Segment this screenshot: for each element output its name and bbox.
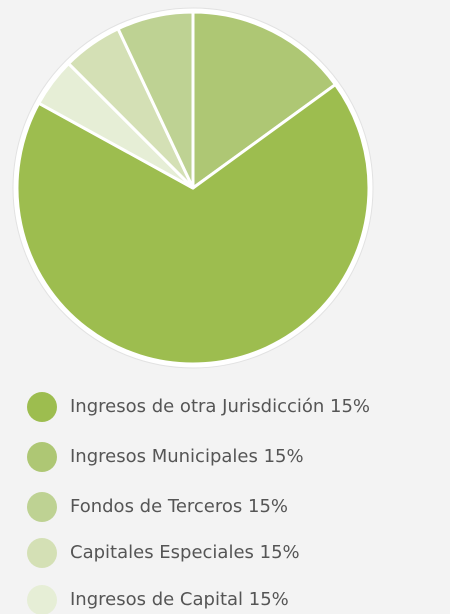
legend-swatch [27,392,57,422]
legend-label: Ingresos de Capital 15% [70,589,289,610]
legend-label: Capitales Especiales 15% [70,542,300,563]
legend-label: Ingresos de otra Jurisdicción 15% [70,396,370,417]
legend-swatch [27,538,57,568]
pie-slice [15,83,371,366]
legend-label: Fondos de Terceros 15% [70,496,288,517]
pie-slice [116,10,195,190]
legend-swatch [27,585,57,614]
pie-slice [191,10,337,190]
legend-swatch [27,442,57,472]
legend-label: Ingresos Municipales 15% [70,446,304,467]
legend-swatch [27,492,57,522]
